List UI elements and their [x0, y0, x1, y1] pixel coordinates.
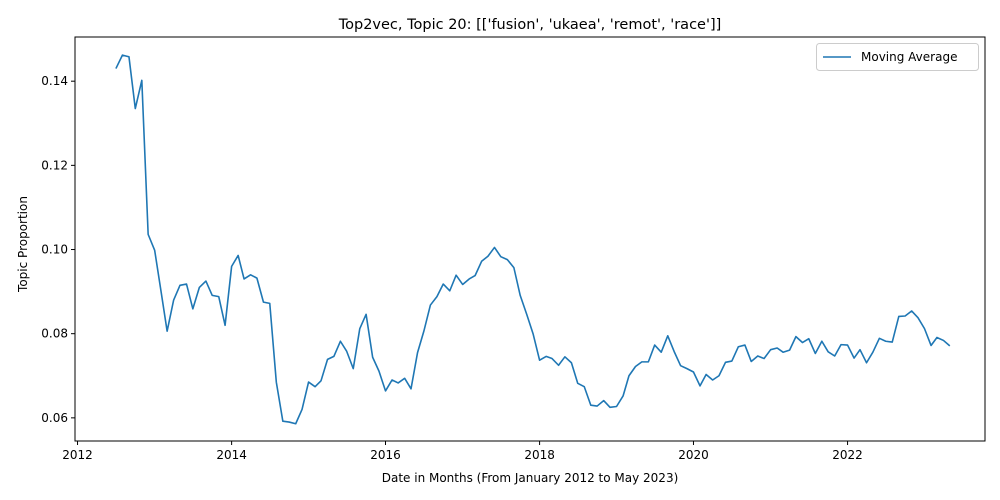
x-axis: 2012 2014 2016 2018 2020 2022 [62, 441, 863, 462]
plot-frame [74, 36, 986, 442]
x-tick-label: 2022 [832, 448, 863, 462]
y-tick-label: 0.08 [41, 327, 68, 341]
x-axis-label: Date in Months (From January 2012 to May… [382, 471, 679, 485]
y-tick-label: 0.10 [41, 243, 68, 257]
y-axis-label: Topic Proportion [16, 196, 30, 293]
x-tick-label: 2012 [62, 448, 93, 462]
y-tick-label: 0.06 [41, 411, 68, 425]
x-tick-label: 2016 [370, 448, 401, 462]
chart-title: Top2vec, Topic 20: [['fusion', 'ukaea', … [338, 17, 722, 33]
y-axis: 0.06 0.08 0.10 0.12 0.14 [41, 74, 75, 425]
plot-area [74, 36, 986, 442]
legend-box [816, 43, 979, 71]
y-tick-label: 0.14 [41, 74, 68, 88]
series-line-moving-average [115, 54, 951, 425]
legend-label: Moving Average [861, 50, 957, 64]
x-tick-label: 2014 [216, 448, 247, 462]
legend: Moving Average [816, 43, 979, 71]
y-tick-label: 0.12 [41, 158, 68, 172]
x-tick-label: 2020 [678, 448, 709, 462]
x-tick-label: 2018 [524, 448, 555, 462]
